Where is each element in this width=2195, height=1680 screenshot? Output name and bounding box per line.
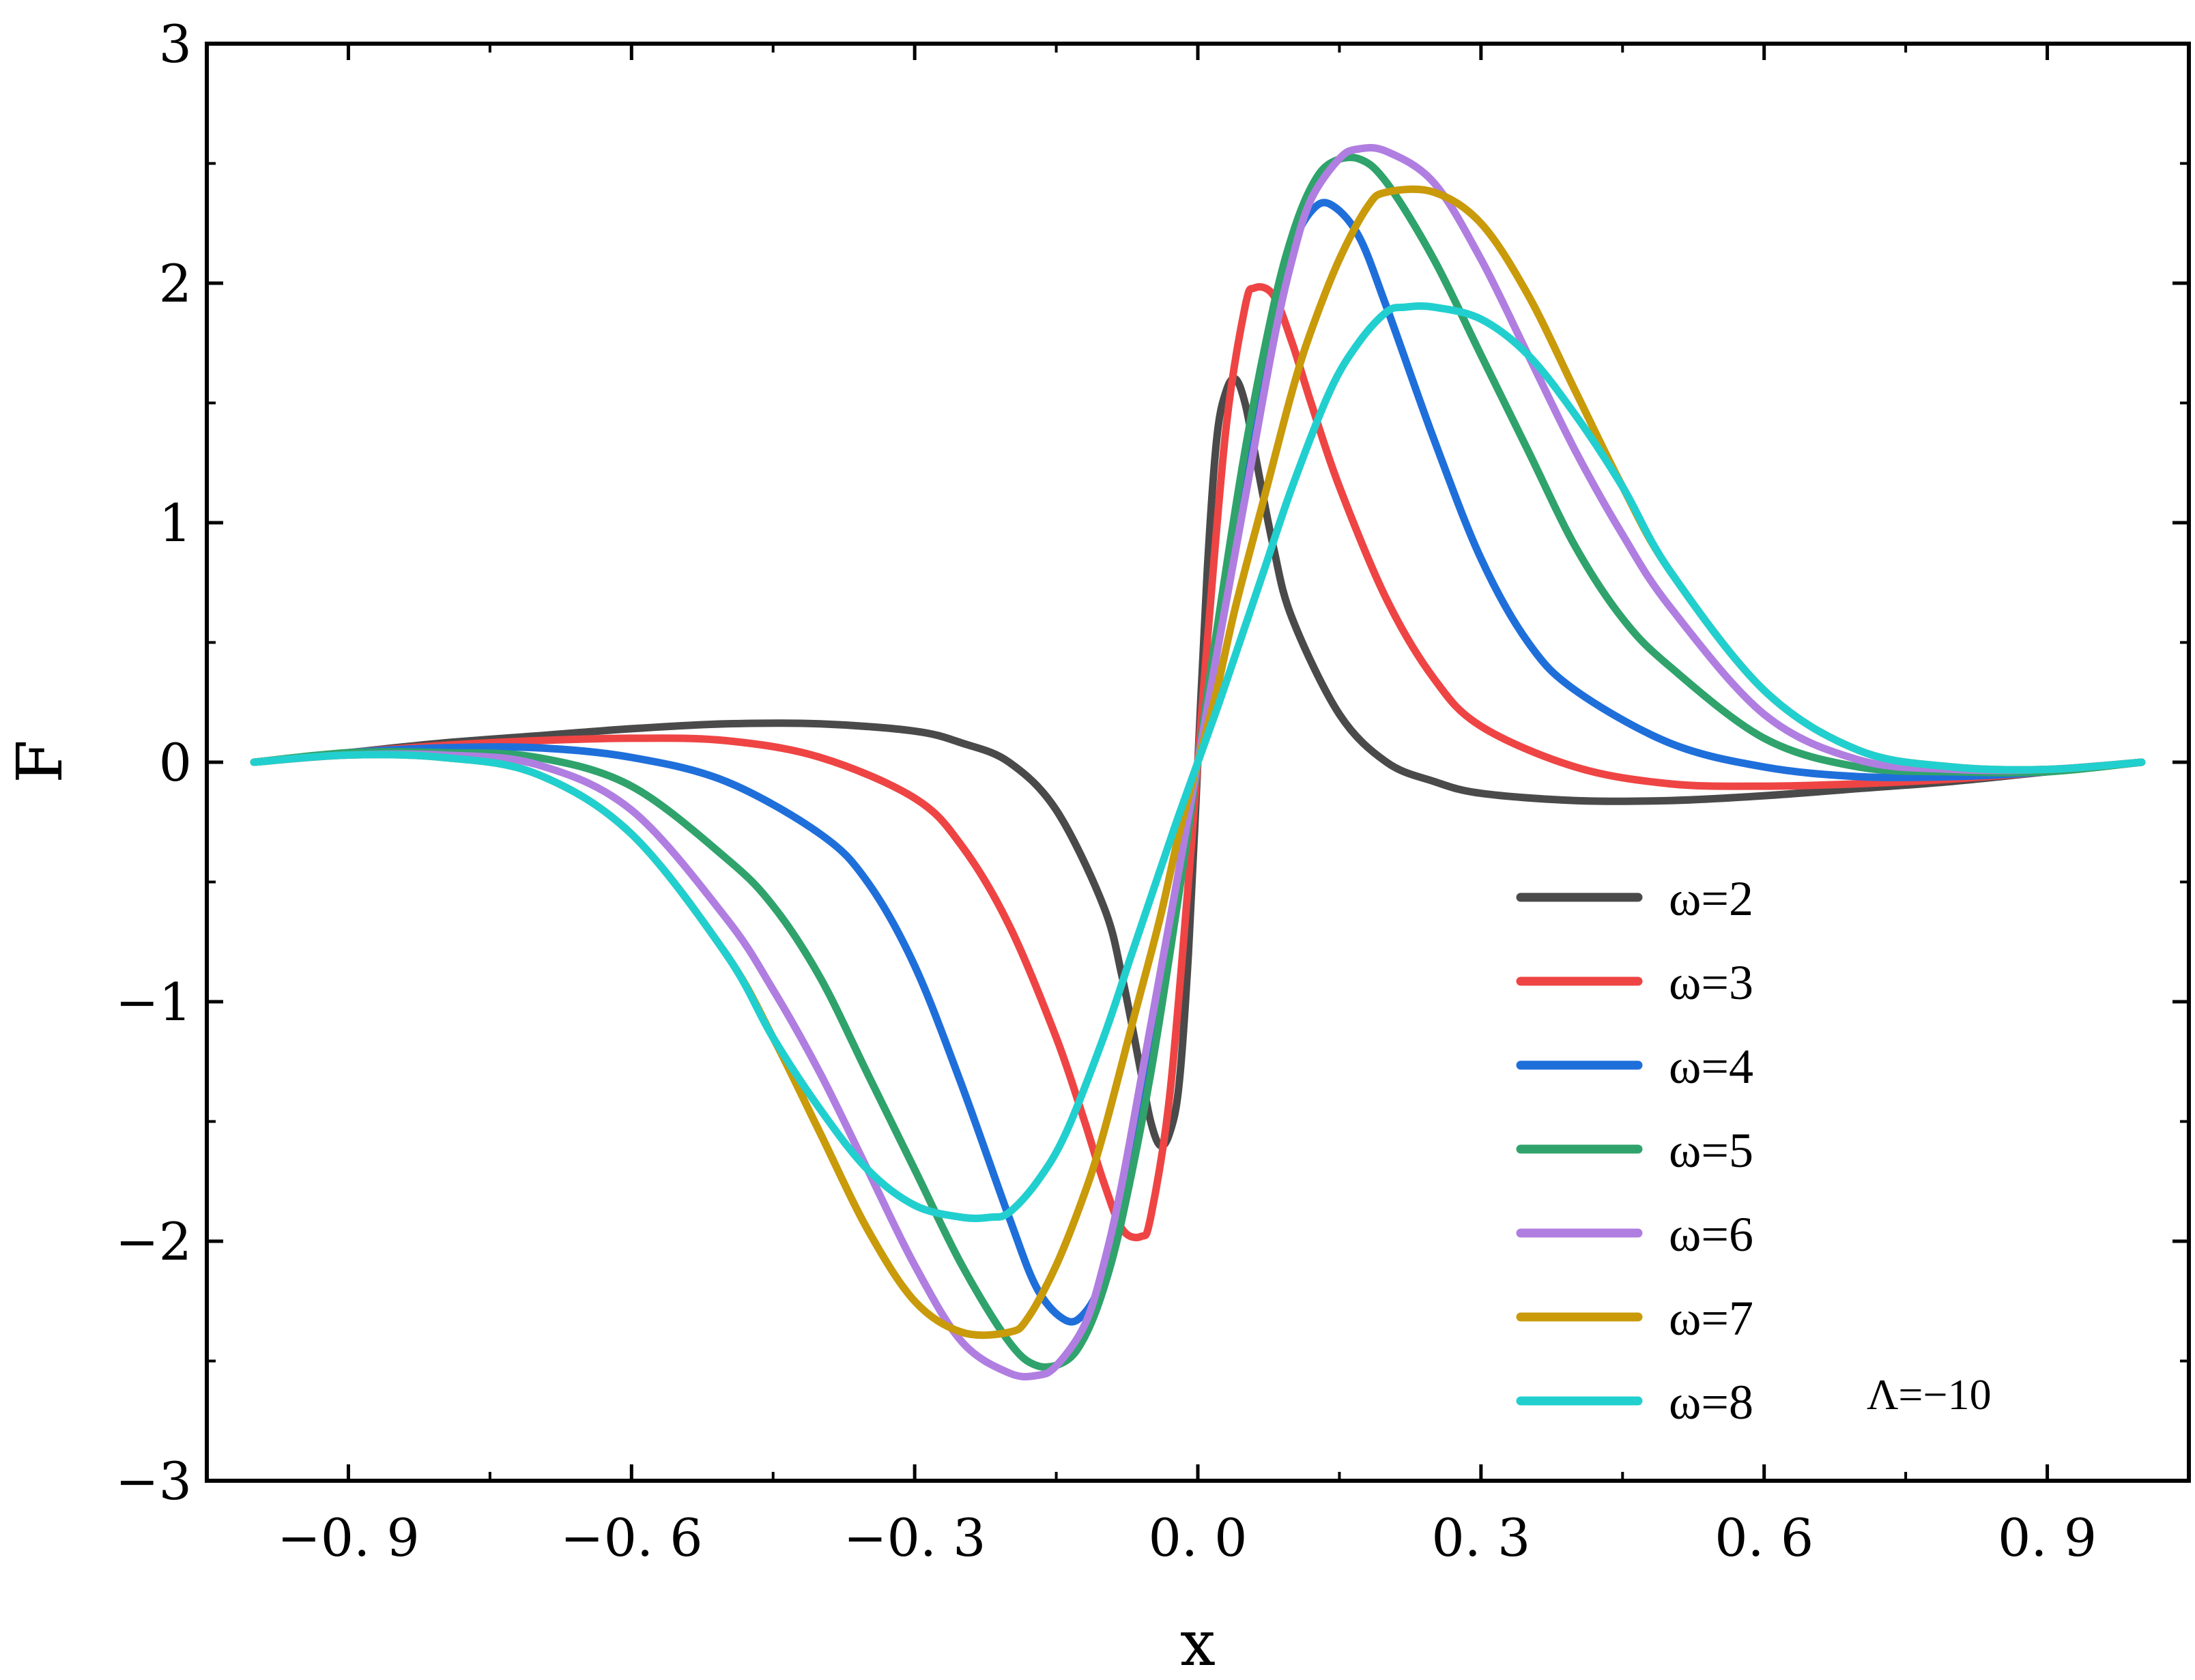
x-tick-label: 0. 9 [1998, 1507, 2097, 1568]
y-tick-label: 1 [159, 493, 192, 553]
x-tick-label: −0. 6 [560, 1507, 703, 1568]
y-tick-label: 0 [159, 732, 192, 793]
legend-label: ω=2 [1669, 871, 1753, 926]
x-ticks: −0. 9 −0. 6 −0. 3 0. 0 0. 3 0. 6 0. 9 [205, 44, 2190, 1568]
legend-label: ω=8 [1669, 1375, 1753, 1430]
x-axis-label: x [1180, 1607, 1216, 1680]
y-tick-label: −3 [115, 1451, 192, 1511]
y-tick-label: 2 [159, 253, 192, 314]
plot-frame [205, 42, 2191, 1483]
x-tick-label: 0. 3 [1431, 1507, 1530, 1568]
x-tick-label: 0. 0 [1148, 1507, 1247, 1568]
legend-label: ω=5 [1669, 1123, 1753, 1178]
y-tick-label: −2 [115, 1211, 192, 1272]
x-tick-label: −0. 9 [277, 1507, 420, 1568]
y-ticks: −3 −2 −1 0 1 2 3 [115, 14, 2189, 1511]
legend-label: ω=6 [1669, 1207, 1753, 1262]
legend-label: ω=4 [1669, 1039, 1753, 1094]
lambda-annotation: Λ=−10 [1867, 1370, 1992, 1419]
legend: ω=2 ω=3 ω=4 ω=5 ω=6 ω=7 ω=8 [1516, 871, 1753, 1430]
y-axis-label: F [3, 740, 76, 783]
y-tick-label: 3 [159, 14, 192, 74]
x-tick-label: 0. 6 [1715, 1507, 1813, 1568]
legend-label: ω=3 [1669, 955, 1753, 1010]
x-tick-label: −0. 3 [844, 1507, 986, 1568]
legend-label: ω=7 [1669, 1291, 1753, 1346]
plot-lines [250, 143, 2146, 1381]
y-tick-label: −1 [115, 972, 192, 1032]
series-line-8 [250, 302, 2146, 1222]
